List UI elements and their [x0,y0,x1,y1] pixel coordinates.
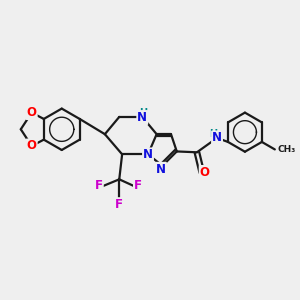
Text: N: N [143,148,153,161]
Text: O: O [200,166,210,179]
Text: H: H [139,109,147,118]
Text: O: O [27,140,37,152]
Text: F: F [95,179,103,192]
Text: CH₃: CH₃ [277,145,296,154]
Text: F: F [115,198,123,211]
Text: O: O [27,106,37,119]
Text: N: N [137,111,147,124]
Text: N: N [156,163,166,176]
Text: F: F [134,179,142,192]
Text: N: N [212,131,222,144]
Text: H: H [209,129,217,139]
